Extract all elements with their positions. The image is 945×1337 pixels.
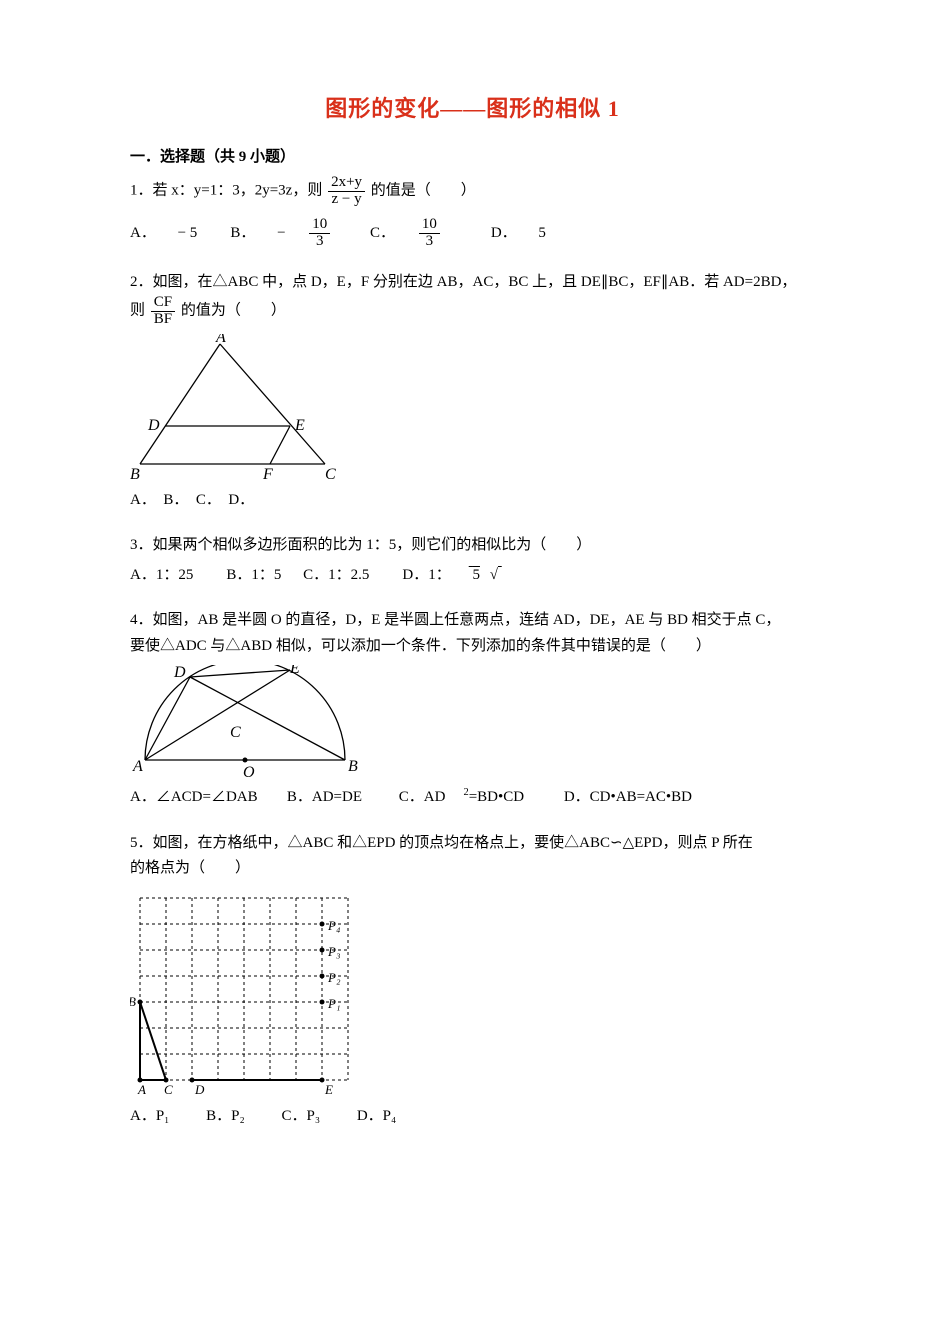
q5-label-P2: P₂ <box>327 970 341 985</box>
q1-opt-b-neg: − <box>277 225 285 241</box>
q4-figure-wrap: A B D E C O <box>130 665 815 780</box>
q2-frac-num: CF <box>151 295 175 311</box>
q1-opt-c-frac: 10 3 <box>419 217 458 250</box>
q4-options: A．∠ACD=∠DAB B．AD=DE C．AD 2=BD•CD D．CD•AB=… <box>130 784 815 811</box>
q2-label-C: C <box>325 466 336 483</box>
q1-fraction: 2x+y z − y <box>328 175 365 208</box>
q1-opt-b-frac: 10 3 <box>309 217 348 250</box>
q1-frac-num: 2x+y <box>328 175 365 191</box>
q4-label-D: D <box>173 665 186 681</box>
q5-stem-line2: 的格点为（ ） <box>130 856 815 882</box>
q1-b-den: 3 <box>309 233 330 250</box>
q5-label-P1: P₁ <box>327 996 340 1011</box>
q5-figure: A B C D E P₁ P₂ P₃ P₄ <box>130 888 370 1098</box>
q2-stem-post: 的值为（ ） <box>181 303 286 319</box>
q2-figure: A B C D E F <box>130 334 340 484</box>
q1-opt-a-val: − 5 <box>178 225 198 241</box>
q2-label-E: E <box>294 417 305 434</box>
q4-figure: A B D E C O <box>130 665 365 780</box>
q4-c-pre: C．AD <box>399 789 446 805</box>
q5-label-B: B <box>130 994 136 1009</box>
question-2: 2．如图，在△ABC 中，点 D，E，F 分别在边 AB，AC，BC 上，且 D… <box>130 270 815 514</box>
q2-figure-wrap: A B C D E F <box>130 334 815 484</box>
q2-label-D: D <box>147 417 160 434</box>
q5-label-E: E <box>324 1082 333 1097</box>
q1-c-den: 3 <box>419 233 440 250</box>
q4-label-E: E <box>289 665 300 677</box>
q1-opt-c-label: C． <box>370 225 395 241</box>
q4-opt-d: D．CD•AB=AC•BD <box>564 789 692 805</box>
q3-sqrt-symbol: √ <box>490 567 498 583</box>
q3-options: A．1：25 B．1：5 C．1：2.5 D．1： 5 √ <box>130 563 815 589</box>
q5-label-P3: P₃ <box>327 944 340 959</box>
q5-opt-a: A．P₁ <box>130 1108 169 1124</box>
q5-opt-d: D．P₄ <box>357 1108 396 1124</box>
q1-stem-post: 的值是（ ） <box>371 183 476 199</box>
q4-opt-b: B．AD=DE <box>287 789 362 805</box>
q4-opt-a: A．∠ACD=∠DAB <box>130 789 258 805</box>
q3-opt-d-pre: D．1： <box>402 567 450 583</box>
question-5: 5．如图，在方格纸中，△ABC 和△EPD 的顶点均在格点上，要使△ABC∽△E… <box>130 831 815 1130</box>
q4-opt-c: C．AD 2=BD•CD <box>399 789 542 805</box>
q5-opt-c: C．P₃ <box>281 1108 320 1124</box>
q3-stem: 3．如果两个相似多边形面积的比为 1：5，则它们的相似比为（ ） <box>130 533 815 559</box>
q4-label-A: A <box>132 758 143 775</box>
q3-opt-d-rad: 5 <box>472 567 480 583</box>
q5-label-A: A <box>137 1082 146 1097</box>
q3-opt-b: B．1：5 <box>226 567 281 583</box>
q2-fraction: CF BF <box>151 295 175 328</box>
q5-label-C: C <box>164 1082 173 1097</box>
q4-label-C: C <box>230 724 241 741</box>
question-1: 1．若 x：y=1：3，2y=3z，则 2x+y z − y 的值是（ ） A．… <box>130 175 815 250</box>
q1-opt-d-val: 5 <box>538 225 546 241</box>
q2-stem-line1: 2．如图，在△ABC 中，点 D，E，F 分别在边 AB，AC，BC 上，且 D… <box>130 270 815 296</box>
q2-frac-den: BF <box>151 311 175 328</box>
q2-stem-pre2: 则 <box>130 303 145 319</box>
q4-stem-line1: 4．如图，AB 是半圆 O 的直径，D，E 是半圆上任意两点，连结 AD，DE，… <box>130 608 815 634</box>
section-heading: 一．选择题（共 9 小题） <box>130 145 815 171</box>
q4-c-sup: 2 <box>463 787 468 798</box>
q4-c-post: =BD•CD <box>469 789 524 805</box>
q4-label-O: O <box>243 764 255 780</box>
q5-label-D: D <box>194 1082 205 1097</box>
q2-stem-line2: 则 CF BF 的值为（ ） <box>130 295 815 328</box>
q3-opt-a: A．1：25 <box>130 567 193 583</box>
q1-opt-d-label: D． <box>491 225 517 241</box>
q1-opt-b-label: B． <box>230 225 255 241</box>
q1-stem: 1．若 x：y=1：3，2y=3z，则 2x+y z − y 的值是（ ） <box>130 175 815 208</box>
question-3: 3．如果两个相似多边形面积的比为 1：5，则它们的相似比为（ ） A．1：25 … <box>130 533 815 588</box>
question-4: 4．如图，AB 是半圆 O 的直径，D，E 是半圆上任意两点，连结 AD，DE，… <box>130 608 815 811</box>
q1-opt-a-label: A． <box>130 225 156 241</box>
q1-options: A． − 5 B． − 10 3 C． 10 3 D． 5 <box>130 217 815 250</box>
q4-label-B: B <box>348 758 358 775</box>
q4-stem-line2: 要使△ADC 与△ABD 相似，可以添加一个条件．下列添加的条件其中错误的是（ … <box>130 634 815 660</box>
q1-c-num: 10 <box>419 217 440 233</box>
q2-label-F: F <box>262 466 273 483</box>
q1-stem-pre: 1．若 x：y=1：3，2y=3z，则 <box>130 183 322 199</box>
q1-b-num: 10 <box>309 217 330 233</box>
doc-title: 图形的变化——图形的相似 1 <box>130 90 815 127</box>
q5-figure-wrap: A B C D E P₁ P₂ P₃ P₄ <box>130 888 815 1098</box>
q5-options: A．P₁ B．P₂ C．P₃ D．P₄ <box>130 1104 815 1130</box>
q1-frac-den: z − y <box>328 191 365 208</box>
q5-stem-line1: 5．如图，在方格纸中，△ABC 和△EPD 的顶点均在格点上，要使△ABC∽△E… <box>130 831 815 857</box>
q2-label-A: A <box>215 334 226 346</box>
q5-opt-b: B．P₂ <box>206 1108 245 1124</box>
q3-opt-c: C．1：2.5 <box>303 567 369 583</box>
page: 图形的变化——图形的相似 1 一．选择题（共 9 小题） 1．若 x：y=1：3… <box>0 0 945 1197</box>
q5-label-P4: P₄ <box>327 918 341 933</box>
q2-options: A． B． C． D． <box>130 488 815 514</box>
q2-label-B: B <box>130 466 140 483</box>
